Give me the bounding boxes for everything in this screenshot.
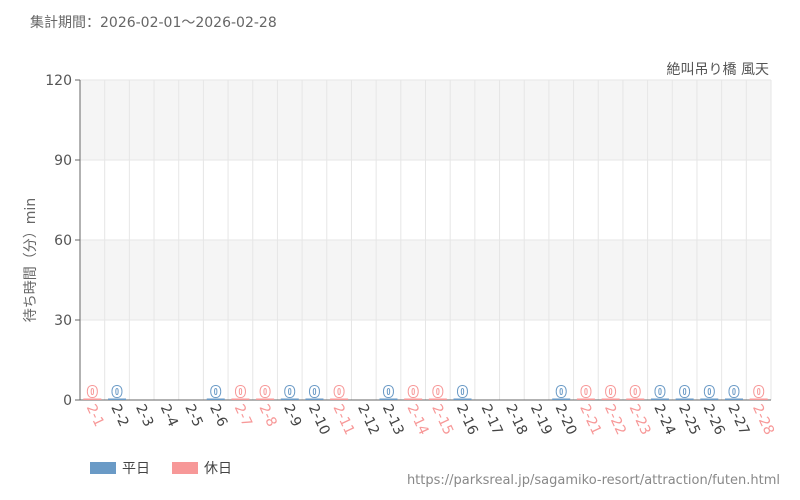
- data-label: 0: [334, 383, 344, 401]
- bar: [552, 398, 571, 400]
- x-tick-label: 2-22: [601, 402, 629, 438]
- data-label: 0: [605, 383, 615, 401]
- bar: [280, 398, 299, 400]
- bar: [256, 398, 275, 400]
- x-tick-label: 2-25: [675, 402, 703, 438]
- x-tick-label: 2-13: [379, 402, 407, 438]
- data-label: 0: [260, 383, 270, 401]
- x-tick-label: 2-7: [231, 402, 255, 429]
- bar: [404, 398, 423, 400]
- x-tick-label: 2-16: [453, 402, 481, 438]
- bar: [206, 398, 225, 400]
- bar: [330, 398, 349, 400]
- data-label: 0: [679, 383, 689, 401]
- bar: [626, 398, 645, 400]
- bar: [108, 398, 127, 400]
- chart-title: 絶叫吊り橋 風天: [667, 62, 769, 78]
- y-tick-label: 90: [54, 153, 72, 169]
- y-axis-title: 待ち時間（分）min: [23, 198, 39, 322]
- legend-item-holiday[interactable]: 休日: [172, 458, 232, 478]
- bar: [724, 398, 743, 400]
- bar: [379, 398, 398, 400]
- y-tick-label: 120: [45, 73, 72, 89]
- data-label: 0: [581, 383, 591, 401]
- data-label: 0: [655, 383, 665, 401]
- x-tick-label: 2-18: [502, 402, 530, 438]
- x-tick-label: 2-26: [700, 402, 728, 438]
- x-tick-label: 2-8: [255, 402, 279, 429]
- bar: [576, 398, 595, 400]
- data-label: 0: [285, 383, 295, 401]
- data-label: 0: [433, 383, 443, 401]
- y-tick-label: 60: [54, 233, 72, 249]
- legend-item-weekday[interactable]: 平日: [90, 458, 150, 478]
- bar: [231, 398, 250, 400]
- x-tick-label: 2-9: [280, 402, 304, 429]
- x-tick-label: 2-15: [428, 402, 456, 438]
- x-tick-label: 2-23: [626, 402, 654, 438]
- x-tick-label: 2-24: [650, 402, 678, 438]
- data-label: 0: [112, 383, 122, 401]
- x-tick-label: 2-3: [132, 402, 156, 429]
- bar: [675, 398, 694, 400]
- bar: [305, 398, 324, 400]
- x-tick-label: 2-5: [181, 402, 205, 429]
- x-tick-label: 2-27: [724, 402, 752, 438]
- data-label: 0: [729, 383, 739, 401]
- data-label: 0: [704, 383, 714, 401]
- legend-label-holiday: 休日: [204, 461, 232, 477]
- x-tick-label: 2-10: [305, 402, 333, 438]
- bar: [749, 398, 768, 400]
- data-label: 0: [457, 383, 467, 401]
- legend-swatch-holiday: [172, 462, 198, 474]
- data-label: 0: [211, 383, 221, 401]
- period-label: 集計期間：2026-02-01〜2026-02-28: [30, 15, 277, 31]
- x-tick-label: 2-21: [576, 402, 604, 438]
- data-label: 0: [408, 383, 418, 401]
- data-label: 0: [753, 383, 763, 401]
- data-label: 0: [309, 383, 319, 401]
- bar: [453, 398, 472, 400]
- legend-swatch-weekday: [90, 462, 116, 474]
- data-label: 0: [630, 383, 640, 401]
- bar: [650, 398, 669, 400]
- x-tick-label: 2-11: [329, 402, 357, 438]
- bar: [601, 398, 620, 400]
- data-label: 0: [383, 383, 393, 401]
- x-tick-label: 2-12: [354, 402, 382, 438]
- y-tick-label: 30: [54, 313, 72, 329]
- bar: [428, 398, 447, 400]
- data-label: 0: [87, 383, 97, 401]
- legend: 平日 休日: [90, 458, 254, 478]
- data-label: 0: [556, 383, 566, 401]
- x-tick-label: 2-28: [749, 402, 777, 438]
- x-tick-label: 2-19: [527, 402, 555, 438]
- x-tick-label: 2-6: [206, 402, 230, 430]
- x-tick-label: 2-14: [404, 402, 432, 438]
- bar: [700, 398, 719, 400]
- bar: [83, 398, 102, 400]
- y-tick-label: 0: [63, 393, 72, 409]
- x-tick-label: 2-1: [83, 402, 107, 429]
- source-url[interactable]: https://parksreal.jp/sagamiko-resort/att…: [406, 473, 780, 488]
- x-tick-label: 2-17: [478, 402, 506, 438]
- x-tick-label: 2-2: [107, 402, 131, 429]
- x-tick-label: 2-4: [157, 402, 181, 430]
- legend-label-weekday: 平日: [122, 461, 150, 477]
- x-tick-label: 2-20: [552, 402, 580, 438]
- data-label: 0: [235, 383, 245, 401]
